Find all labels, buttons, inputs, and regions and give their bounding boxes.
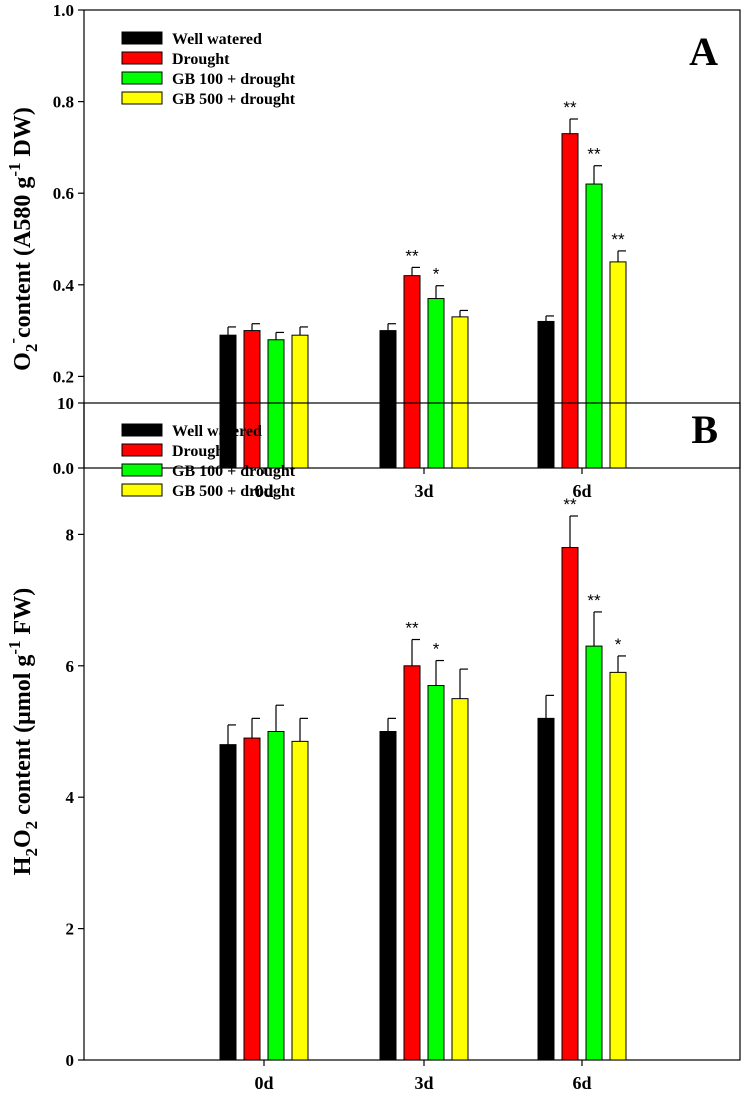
x-tick-label: 6d xyxy=(572,481,591,501)
y-axis-label: H2O2 content (μmol g-1 FW) xyxy=(5,588,41,875)
legend-swatch xyxy=(121,463,163,477)
legend-swatch xyxy=(121,423,163,437)
bar xyxy=(403,275,421,469)
bar xyxy=(427,298,445,469)
y-tick-label: 0 xyxy=(66,1051,75,1070)
legend-swatch xyxy=(121,71,163,85)
x-tick-label: 6d xyxy=(572,1073,591,1093)
bar xyxy=(537,717,555,1061)
bar xyxy=(403,665,421,1061)
bar xyxy=(585,183,603,469)
bar xyxy=(379,330,397,469)
bar xyxy=(561,547,579,1061)
legend-label: GB 100 + drought xyxy=(172,71,296,88)
panel-letter: B xyxy=(691,407,718,452)
significance-label: * xyxy=(433,265,440,284)
bar xyxy=(451,698,469,1061)
bar xyxy=(609,671,627,1061)
bar xyxy=(451,316,469,469)
significance-label: ** xyxy=(611,230,625,249)
legend-label: GB 500 + drought xyxy=(172,91,296,108)
legend-label: Well watered xyxy=(172,423,262,440)
y-tick-label: 1.0 xyxy=(53,1,74,20)
significance-label: * xyxy=(433,640,440,659)
bar xyxy=(243,737,261,1061)
bar xyxy=(585,645,603,1061)
significance-label: ** xyxy=(405,246,419,265)
bar xyxy=(537,320,555,469)
significance-label: ** xyxy=(587,591,601,610)
legend-swatch xyxy=(121,483,163,497)
legend-swatch xyxy=(121,51,163,65)
y-tick-label: 0.8 xyxy=(53,93,74,112)
bar xyxy=(379,731,397,1061)
significance-label: * xyxy=(615,635,622,654)
y-tick-label: 6 xyxy=(66,657,75,676)
y-tick-label: 0.0 xyxy=(53,459,74,478)
y-tick-label: 8 xyxy=(66,525,75,544)
y-tick-label: 0.2 xyxy=(53,367,74,386)
significance-label: ** xyxy=(587,145,601,164)
bar xyxy=(291,740,309,1061)
significance-label: ** xyxy=(563,495,577,514)
y-axis-label: O2-content (A580 g-1 DW) xyxy=(3,107,41,371)
y-tick-label: 10 xyxy=(57,394,74,413)
chart-panel-a: 0.00.20.40.60.81.00d 3d 6d*********Well wa… xyxy=(3,1,741,501)
legend-label: Drought xyxy=(172,51,230,68)
bar xyxy=(561,133,579,469)
significance-label: ** xyxy=(405,619,419,638)
bar xyxy=(219,744,237,1061)
legend-swatch xyxy=(121,91,163,105)
bar xyxy=(243,330,261,469)
y-tick-label: 0.6 xyxy=(53,184,74,203)
legend-label: Well watered xyxy=(172,31,262,48)
x-tick-label: 3d xyxy=(414,1073,433,1093)
legend-label: GB 100 + drought xyxy=(172,463,296,480)
bar xyxy=(427,685,445,1061)
x-tick-label: 0d xyxy=(254,1073,273,1093)
x-tick-label: 0d xyxy=(254,481,273,501)
y-tick-label: 4 xyxy=(66,788,75,807)
significance-label: ** xyxy=(563,98,577,117)
bar xyxy=(267,339,285,469)
bar xyxy=(609,261,627,469)
bar xyxy=(267,731,285,1061)
legend-swatch xyxy=(121,443,163,457)
y-tick-label: 0.4 xyxy=(53,276,75,295)
y-tick-label: 2 xyxy=(66,920,75,939)
panel-letter: A xyxy=(689,29,718,74)
bar xyxy=(291,334,309,469)
legend-label: Drought xyxy=(172,443,230,460)
x-tick-label: 3d xyxy=(414,481,433,501)
legend-label: GB 500 + drought xyxy=(172,483,296,500)
legend-swatch xyxy=(121,31,163,45)
